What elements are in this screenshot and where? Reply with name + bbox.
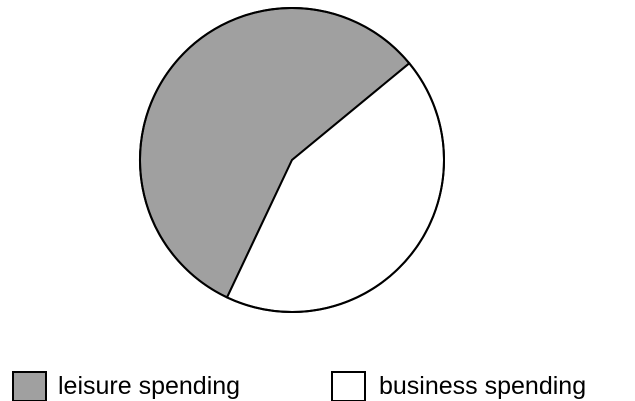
- legend-swatch-business: [331, 371, 366, 401]
- legend: leisure spending business spending: [12, 371, 586, 401]
- pie-outline: [139, 7, 445, 313]
- pie-slices: [139, 7, 445, 313]
- legend-label-leisure: leisure spending: [58, 372, 240, 400]
- legend-label-business: business spending: [379, 372, 586, 400]
- legend-swatch-leisure: [12, 371, 47, 401]
